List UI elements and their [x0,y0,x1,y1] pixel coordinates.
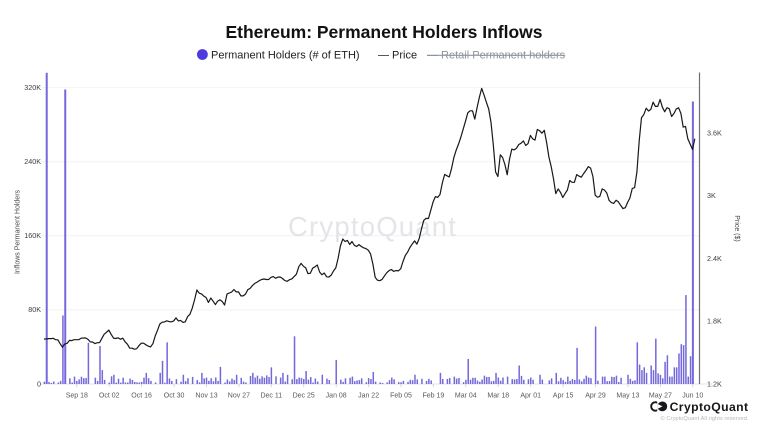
svg-text:May 13: May 13 [616,393,639,400]
svg-text:— Retail Permanent holders: — Retail Permanent holders [427,49,566,61]
svg-text:Jan 08: Jan 08 [326,393,347,400]
svg-text:Feb 19: Feb 19 [423,393,445,400]
svg-text:Mar 18: Mar 18 [487,393,509,400]
svg-text:Apr 15: Apr 15 [553,393,574,400]
svg-text:0: 0 [37,379,41,388]
svg-text:Apr 01: Apr 01 [520,393,541,400]
svg-text:Sep 18: Sep 18 [66,393,88,400]
svg-text:Feb 05: Feb 05 [390,393,412,400]
svg-text:Ethereum: Permanent Holders In: Ethereum: Permanent Holders Inflows [225,22,542,42]
svg-text:Nov 27: Nov 27 [228,393,250,400]
svg-text:80K: 80K [28,305,41,314]
svg-text:May 27: May 27 [649,393,672,400]
svg-text:Price ($): Price ($) [733,215,740,241]
svg-text:3.6K: 3.6K [707,129,722,138]
svg-text:— Price: — Price [378,49,417,61]
svg-text:160K: 160K [24,231,41,240]
svg-text:Dec 11: Dec 11 [260,393,282,400]
svg-text:320K: 320K [24,83,41,92]
svg-text:Jan 22: Jan 22 [358,393,379,400]
svg-text:Nov 13: Nov 13 [195,393,217,400]
svg-text:240K: 240K [24,157,41,166]
svg-text:1.2K: 1.2K [707,379,722,388]
svg-text:Apr 29: Apr 29 [585,393,606,400]
svg-text:© CryptoQuant All rights reser: © CryptoQuant All rights reserved. [660,415,748,422]
svg-text:Dec 25: Dec 25 [293,393,315,400]
svg-text:Inflows Permanent Holders: Inflows Permanent Holders [15,189,22,274]
svg-text:Oct 16: Oct 16 [131,393,152,400]
svg-text:CryptoQuant: CryptoQuant [670,400,749,414]
svg-text:CryptoQuant: CryptoQuant [288,211,457,242]
svg-text:Permanent Holders (# of ETH): Permanent Holders (# of ETH) [211,49,360,61]
svg-text:3K: 3K [707,191,716,200]
svg-text:2.4K: 2.4K [707,254,722,263]
svg-text:Jun 10: Jun 10 [682,393,703,400]
svg-text:Oct 30: Oct 30 [164,393,185,400]
svg-text:Mar 04: Mar 04 [455,393,477,400]
svg-text:Oct 02: Oct 02 [99,393,120,400]
svg-text:1.8K: 1.8K [707,317,722,326]
